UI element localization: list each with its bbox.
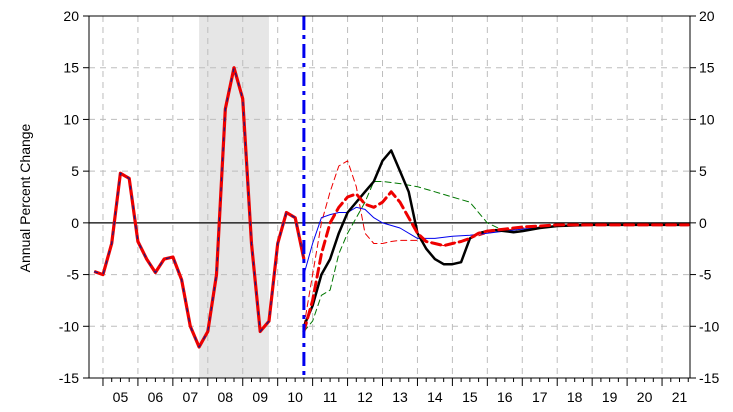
x-tick-label: 19 <box>602 389 618 405</box>
x-tick-label: 08 <box>217 389 233 405</box>
y-tick-label-left: 15 <box>63 60 79 76</box>
y-tick-label-right: 5 <box>699 163 707 179</box>
y-tick-label-left: 0 <box>71 215 79 231</box>
y-tick-label-right: 15 <box>699 60 715 76</box>
series-line <box>302 190 690 333</box>
x-tick-label: 15 <box>462 389 478 405</box>
x-tick-label: 20 <box>637 389 653 405</box>
x-tick-label: 05 <box>113 389 129 405</box>
y-tick-label-right: -10 <box>699 318 719 334</box>
y-tick-label-right: -15 <box>699 370 719 386</box>
y-tick-label-right: 10 <box>699 111 715 127</box>
y-tick-label-left: 20 <box>63 8 79 24</box>
y-tick-label-left: -15 <box>59 370 79 386</box>
y-tick-label-left: -10 <box>59 318 79 334</box>
y-tick-label-right: 20 <box>699 8 715 24</box>
series-line <box>303 160 689 327</box>
series-line <box>302 149 690 328</box>
x-tick-label: 10 <box>287 389 303 405</box>
plot-frame <box>88 15 691 379</box>
x-tick-label: 13 <box>392 389 408 405</box>
gridlines <box>89 16 690 378</box>
x-tick-label: 14 <box>427 389 443 405</box>
x-tick-label: 18 <box>567 389 583 405</box>
series-line <box>303 181 689 332</box>
x-tick-label: 12 <box>357 389 373 405</box>
y-tick-label-left: -5 <box>67 267 80 283</box>
x-tick-label: 16 <box>497 389 513 405</box>
x-tick-label: 11 <box>323 389 338 405</box>
y-tick-label-right: 0 <box>699 215 707 231</box>
x-tick-label: 09 <box>252 389 268 405</box>
y-tick-label-right: -5 <box>699 267 712 283</box>
series-layer <box>93 66 690 349</box>
history-line <box>93 66 306 349</box>
x-tick-label: 07 <box>183 389 199 405</box>
x-tick-label: 06 <box>148 389 164 405</box>
x-tick-label: 17 <box>532 389 548 405</box>
tick-labels: 05 06 07 08 09 10 11 12 13 14 15 16 17 18 19 20 21-15 -15… <box>59 8 720 405</box>
y-axis-label: Annual Percent Change <box>17 123 33 272</box>
x-tick-label: 21 <box>672 389 688 405</box>
history-overlay-line <box>94 67 305 348</box>
axis-ticks <box>83 15 696 386</box>
y-tick-label-left: 10 <box>63 111 79 127</box>
y-tick-label-left: 5 <box>71 163 79 179</box>
